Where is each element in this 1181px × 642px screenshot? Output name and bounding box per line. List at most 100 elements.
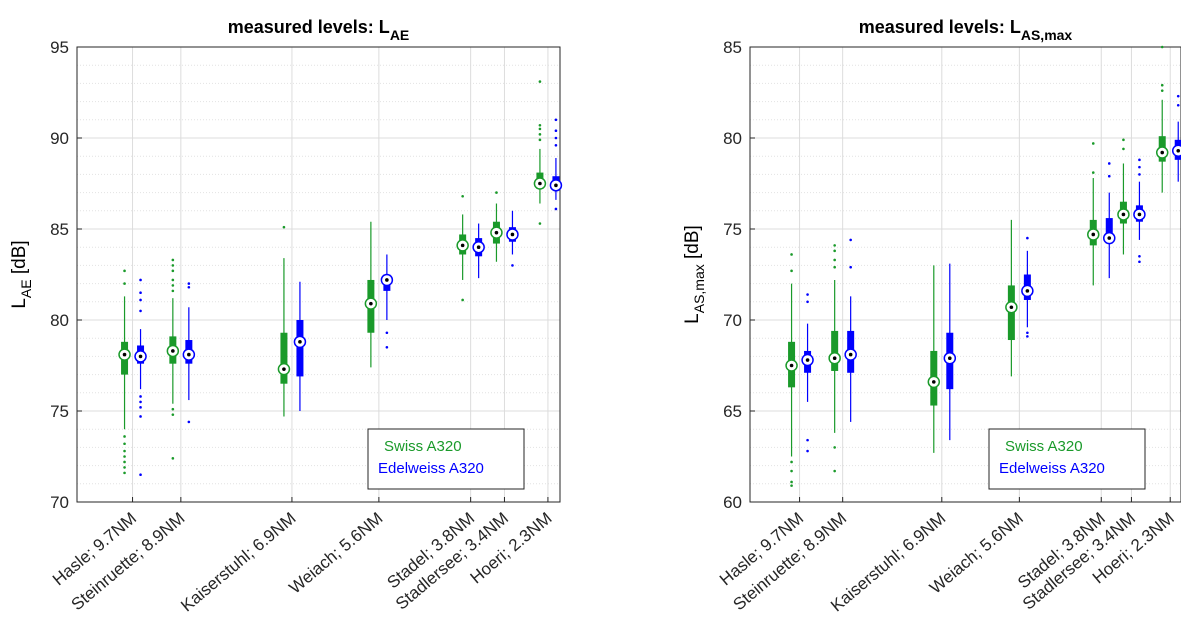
median-dot	[789, 363, 794, 368]
outlier-point	[538, 123, 542, 127]
outlier-point	[495, 191, 498, 194]
outlier-point	[511, 264, 514, 267]
y-tick-label: 75	[50, 402, 69, 421]
outlier-point	[806, 293, 809, 296]
outlier-point	[171, 284, 175, 287]
box-edelweiss	[1171, 94, 1181, 182]
y-axis-label-unit: [dB]	[682, 225, 703, 264]
y-axis-label: LAE [dB]	[9, 240, 34, 308]
axes-frame	[749, 46, 1181, 503]
y-axis-label-subscript: AS,max	[691, 264, 707, 313]
outlier-point	[790, 480, 793, 484]
legend-entry: Swiss A320	[384, 438, 462, 455]
y-axis-label: LAS,max [dB]	[682, 225, 707, 324]
outlier-point	[123, 269, 126, 273]
outlier-point	[123, 442, 126, 446]
box-swiss	[785, 253, 798, 487]
outlier-point	[139, 291, 142, 295]
outlier-point	[554, 207, 558, 211]
box-edelweiss	[182, 282, 196, 424]
outlier-point	[833, 258, 836, 262]
box-edelweiss	[844, 238, 857, 422]
box-edelweiss	[293, 281, 307, 411]
y-tick-label: 60	[723, 493, 742, 512]
plot-area	[77, 47, 560, 502]
outlier-point	[139, 278, 142, 282]
box-edelweiss	[134, 278, 147, 477]
y-tick-label: 90	[50, 129, 69, 148]
median-dot	[538, 181, 542, 186]
legend-box	[367, 428, 525, 490]
box-swiss	[456, 194, 469, 302]
median-dot	[1091, 232, 1096, 237]
outlier-point	[171, 278, 175, 282]
outlier-point	[849, 238, 852, 242]
y-tick-label: 95	[50, 38, 69, 57]
y-tick-label: 85	[50, 220, 69, 239]
x-tick-label: Kaiserstuhl; 6.9NM	[177, 509, 299, 616]
outlier-point	[171, 269, 175, 273]
outlier-point	[1176, 94, 1180, 98]
y-tick-label: 70	[50, 493, 69, 512]
median-dot	[1107, 236, 1112, 240]
outlier-point	[1026, 335, 1029, 338]
box-edelweiss	[1021, 236, 1034, 338]
outlier-point	[1160, 45, 1164, 49]
outlier-point	[1091, 171, 1095, 174]
box-body	[296, 320, 304, 377]
box-swiss	[364, 221, 378, 368]
box-swiss	[118, 269, 131, 475]
outlier-point	[806, 449, 809, 453]
median-dot	[1009, 305, 1014, 310]
box-swiss	[533, 80, 547, 225]
chart-title-subscript: AS,max	[1021, 27, 1073, 43]
box-swiss	[277, 225, 291, 417]
outlier-point	[1122, 138, 1125, 142]
median-dot	[494, 230, 499, 235]
outlier-point	[171, 264, 175, 267]
median-dot	[805, 358, 810, 362]
median-dot	[931, 380, 936, 384]
outlier-point	[139, 395, 142, 398]
outlier-point	[554, 143, 558, 147]
outlier-point	[171, 258, 175, 262]
y-tick-label: 75	[723, 220, 742, 239]
chart-title: measured levels: LAS,max	[859, 17, 1073, 43]
box-swiss	[1087, 142, 1100, 286]
outlier-point	[538, 80, 542, 83]
outlier-point	[139, 400, 142, 404]
legend: Swiss A320 Edelweiss A320	[988, 428, 1146, 490]
y-tick-label: 80	[50, 311, 69, 330]
box-edelweiss	[506, 210, 519, 267]
median-dot	[298, 340, 302, 344]
outlier-point	[123, 435, 126, 438]
median-dot	[138, 354, 143, 359]
outlier-point	[171, 289, 175, 293]
y-tick-label: 80	[723, 129, 742, 148]
outlier-point	[1138, 254, 1141, 258]
outlier-point	[1091, 142, 1095, 145]
median-dot	[282, 367, 286, 371]
median-dot	[122, 352, 127, 357]
median-dot	[1025, 289, 1030, 293]
outlier-point	[554, 136, 558, 140]
outlier-point	[171, 457, 175, 460]
outlier-point	[123, 460, 126, 464]
outlier-point	[385, 346, 389, 349]
median-dot	[369, 301, 373, 306]
y-tick-label: 70	[723, 311, 742, 330]
outlier-point	[538, 127, 542, 131]
y-axis-label-subscript: AE	[18, 279, 34, 298]
median-dot	[171, 349, 175, 353]
legend-box	[988, 428, 1146, 490]
outlier-point	[123, 282, 126, 285]
box-edelweiss	[943, 263, 957, 441]
median-dot	[187, 352, 191, 357]
box-edelweiss	[1133, 158, 1146, 264]
outlier-point	[538, 138, 542, 142]
outlier-point	[833, 265, 836, 269]
y-axis-label-main: L	[9, 298, 30, 309]
outlier-point	[554, 129, 558, 133]
